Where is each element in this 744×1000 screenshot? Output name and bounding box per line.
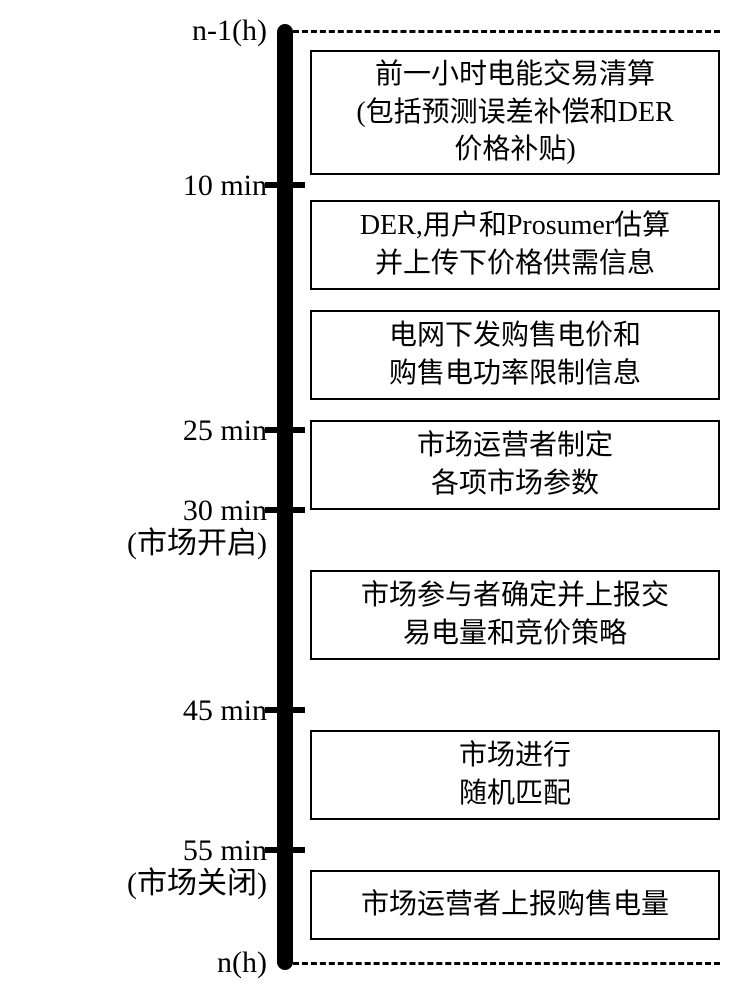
time-label-t-nminus1: n-1(h) [192, 14, 267, 47]
process-box-b7: 市场运营者上报购售电量 [310, 870, 720, 940]
dashed-t-nminus1 [293, 30, 720, 33]
process-box-b4: 市场运营者制定各项市场参数 [310, 420, 720, 510]
time-label-t-25min: 25 min [183, 414, 267, 447]
process-box-b5: 市场参与者确定并上报交易电量和竞价策略 [310, 570, 720, 660]
time-label-t-55min: 55 min (市场关闭) [127, 834, 267, 900]
timeline-bar [277, 24, 293, 970]
process-box-b2: DER,用户和Prosumer估算并上传下价格供需信息 [310, 200, 720, 290]
tick-t-55min [265, 847, 305, 853]
tick-t-25min [265, 427, 305, 433]
tick-t-10min [265, 182, 305, 188]
tick-t-45min [265, 707, 305, 713]
process-box-b3: 电网下发购售电价和购售电功率限制信息 [310, 310, 720, 400]
time-label-t-30min: 30 min (市场开启) [127, 494, 267, 560]
dashed-t-n [293, 962, 720, 965]
timeline-diagram: n-1(h) 10 min 25 min 30 min (市场开启) 45 min 55 … [0, 0, 744, 1000]
process-box-b1: 前一小时电能交易清算(包括预测误差补偿和DER价格补贴) [310, 50, 720, 175]
process-box-b6: 市场进行随机匹配 [310, 730, 720, 820]
time-label-t-45min: 45 min [183, 694, 267, 727]
time-label-t-10min: 10 min [183, 169, 267, 202]
tick-t-30min [265, 507, 305, 513]
time-label-t-n: n(h) [217, 946, 267, 979]
